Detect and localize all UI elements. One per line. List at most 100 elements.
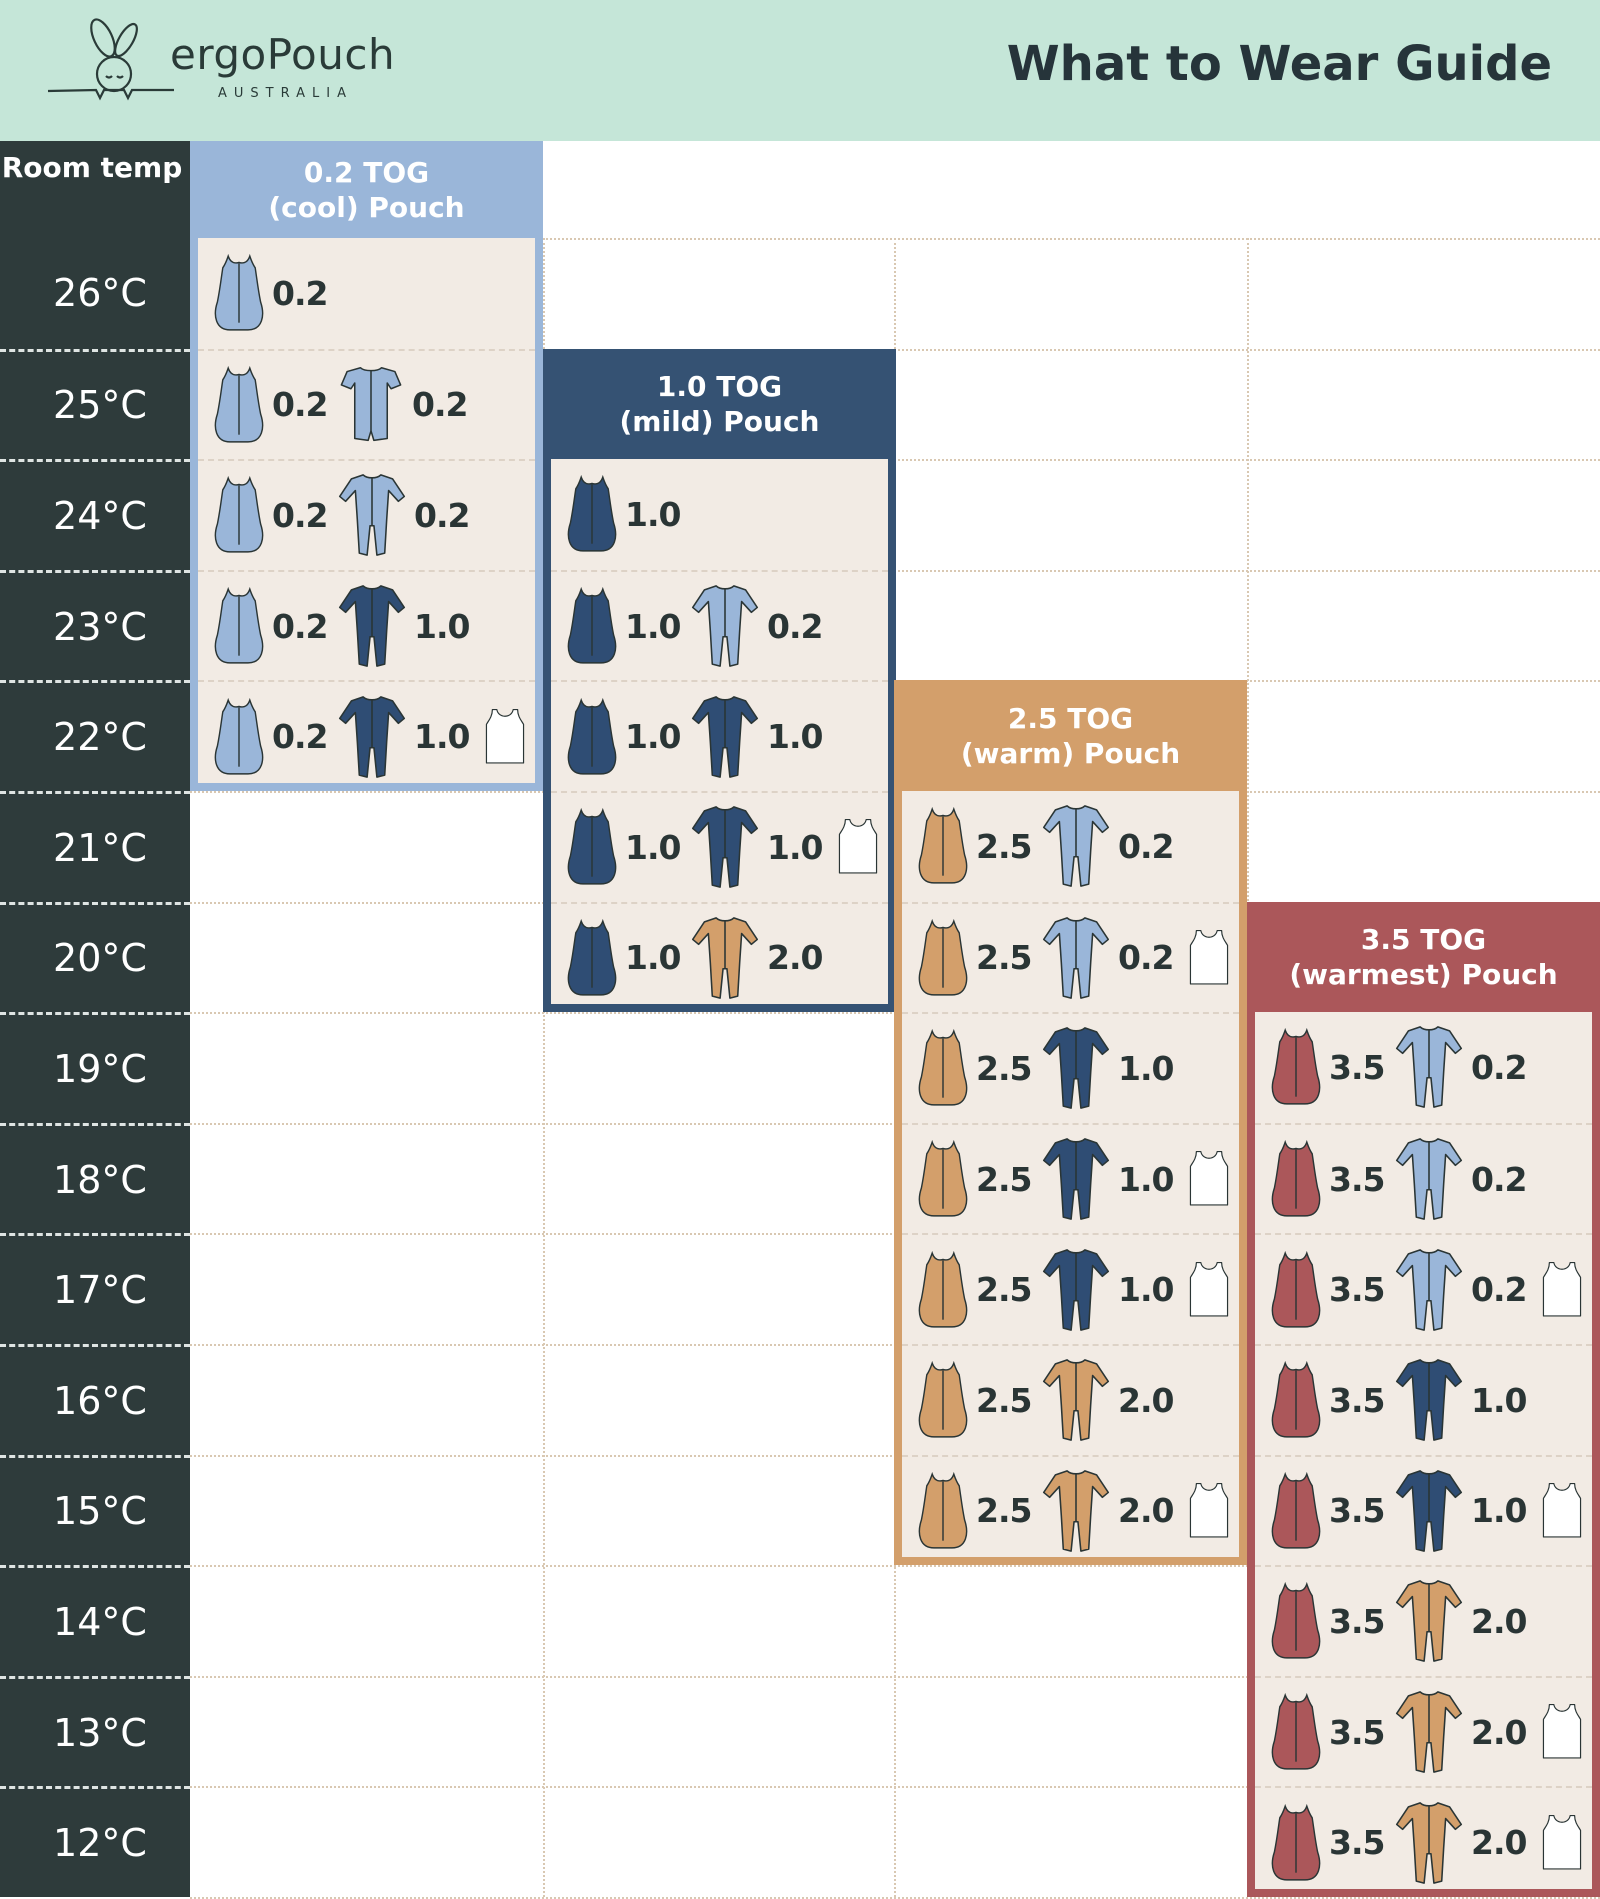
temp-label: 13°C: [0, 1675, 190, 1787]
outfit-row: 3.5 2.0: [1255, 1675, 1592, 1787]
tog-card-title: 0.2 TOG (cool) Pouch: [190, 141, 543, 238]
sleep-pouch-icon: [214, 367, 264, 443]
tog-value: 0.2: [272, 273, 328, 313]
tog-value: 3.5: [1329, 1270, 1385, 1310]
outfit-row: 2.5 0.2: [902, 901, 1239, 1013]
sleep-suit-icon: [1395, 1469, 1463, 1552]
tog-value: 2.0: [1118, 1491, 1174, 1531]
sleep-pouch-icon: [1271, 1141, 1321, 1217]
card-title-line: 0.2 TOG: [303, 155, 430, 189]
card-title-line: (warmest) Pouch: [1289, 957, 1558, 991]
brand-subtitle: AUSTRALIA: [218, 86, 353, 101]
sleep-pouch-icon: [567, 809, 617, 885]
tog-value: 1.0: [625, 606, 681, 646]
tog-card-title: 1.0 TOG (mild) Pouch: [543, 349, 896, 460]
temp-label: 17°C: [0, 1233, 190, 1344]
outfit-row: 0.2 1.0: [198, 680, 535, 791]
singlet-icon: [1542, 1704, 1582, 1759]
singlet-icon: [485, 708, 525, 764]
sleep-pouch-icon: [1271, 1805, 1321, 1881]
sleep-pouch-icon: [214, 477, 264, 554]
tog-value: 1.0: [625, 827, 681, 867]
tog-value: 1.0: [1471, 1491, 1527, 1531]
tog-value: 0.2: [272, 385, 328, 425]
sleep-suit-icon: [1395, 1801, 1463, 1884]
sleep-suit-icon: [691, 585, 759, 667]
tog-card: 1.0 TOG (mild) Pouch 1.0 1.0 0.2 1.0 1.0 1.0 1.0…: [543, 348, 896, 1013]
outfit-row: 3.5 0.2: [1255, 1012, 1592, 1123]
temp-label: 23°C: [0, 569, 190, 681]
tog-card-title: 2.5 TOG (warm) Pouch: [894, 680, 1247, 791]
singlet-icon: [1189, 1482, 1229, 1538]
tog-value: 1.0: [1118, 1159, 1174, 1199]
sleep-suit-icon: [691, 695, 759, 778]
singlet-icon: [1542, 1814, 1582, 1870]
temp-label: 14°C: [0, 1565, 190, 1676]
tog-value: 2.5: [976, 1048, 1032, 1088]
temp-label: 18°C: [0, 1122, 190, 1234]
sleep-pouch-icon: [567, 476, 617, 553]
sleep-pouch-icon: [918, 1362, 968, 1438]
outfit-row: 3.5 0.2: [1255, 1233, 1592, 1344]
sleep-suit-icon: [1042, 1248, 1110, 1331]
tog-value: 2.5: [976, 938, 1032, 978]
outfit-row: 3.5 2.0: [1255, 1565, 1592, 1676]
tog-value: 2.5: [976, 826, 1032, 866]
tog-card-title: 3.5 TOG (warmest) Pouch: [1247, 902, 1600, 1013]
outfit-row: 1.0 2.0: [551, 901, 888, 1013]
outfit-row: 3.5 1.0: [1255, 1343, 1592, 1455]
tog-value: 3.5: [1329, 1491, 1385, 1531]
tog-value: 2.0: [1118, 1380, 1174, 1420]
outfit-row: 2.5 1.0: [902, 1012, 1239, 1123]
outfit-row: 1.0 0.2: [551, 569, 888, 681]
tog-value: 0.2: [767, 606, 823, 646]
card-title-line: (cool) Pouch: [268, 190, 465, 224]
tog-value: 0.2: [272, 717, 328, 757]
sleep-pouch-icon: [214, 255, 264, 331]
tog-value: 1.0: [625, 938, 681, 978]
sleep-suit-icon: [338, 585, 406, 668]
sleep-suit-icon: [1395, 1026, 1463, 1109]
sleep-pouch-icon: [918, 808, 968, 884]
tog-card: 3.5 TOG (warmest) Pouch 3.5 0.2 3.5 0.2 3.5 0.2…: [1247, 901, 1600, 1897]
sleep-suit-icon: [1042, 1469, 1110, 1552]
sleep-suit-icon: [1395, 1691, 1463, 1773]
tog-card: 2.5 TOG (warm) Pouch 2.5 0.2 2.5 0.2 2.5 1.0 2.5…: [894, 680, 1247, 1566]
tog-card-body: 1.0 1.0 0.2 1.0 1.0 1.0 1.0 1.0 2.0: [551, 459, 888, 1005]
card-title-line: (mild) Pouch: [619, 404, 820, 438]
sleep-suit-icon: [1395, 1580, 1463, 1663]
tog-value: 0.2: [414, 495, 470, 535]
sleep-suit-icon: [1395, 1138, 1463, 1220]
sleep-pouch-icon: [1271, 1362, 1321, 1438]
tog-value: 3.5: [1329, 1159, 1385, 1199]
sleep-pouch-icon: [918, 1141, 968, 1217]
sleep-pouch-icon: [1271, 1473, 1321, 1549]
temp-label: 22°C: [0, 680, 190, 791]
singlet-icon: [1542, 1482, 1582, 1538]
tog-value: 2.0: [1471, 1712, 1527, 1752]
page-title: What to Wear Guide: [1006, 36, 1552, 92]
sleep-suit-icon: [1042, 1359, 1110, 1442]
tog-value: 2.5: [976, 1270, 1032, 1310]
tog-value: 0.2: [1118, 938, 1174, 978]
tog-value: 2.0: [1471, 1601, 1527, 1641]
temp-label: 12°C: [0, 1786, 190, 1897]
tog-value: 2.5: [976, 1491, 1032, 1531]
tog-value: 1.0: [625, 717, 681, 757]
tog-value: 2.5: [976, 1159, 1032, 1199]
sleep-pouch-icon: [567, 920, 617, 996]
sleep-pouch-icon: [567, 699, 617, 775]
sleep-suit-icon: [1042, 1027, 1110, 1110]
outfit-row: 0.2: [198, 238, 535, 349]
ergopouch-logo: ergoPouch AUSTRALIA: [46, 16, 406, 116]
sleep-suit-icon: [1042, 805, 1110, 888]
tog-value: 3.5: [1329, 1601, 1385, 1641]
temp-label: 20°C: [0, 901, 190, 1013]
tog-value: 0.2: [272, 606, 328, 646]
outfit-row: 2.5 2.0: [902, 1454, 1239, 1566]
temp-label: 25°C: [0, 348, 190, 460]
outfit-row: 3.5 0.2: [1255, 1122, 1592, 1234]
tog-value: 1.0: [414, 717, 470, 757]
kangaroo-logo-icon: [47, 18, 174, 101]
sleep-pouch-icon: [918, 1252, 968, 1328]
